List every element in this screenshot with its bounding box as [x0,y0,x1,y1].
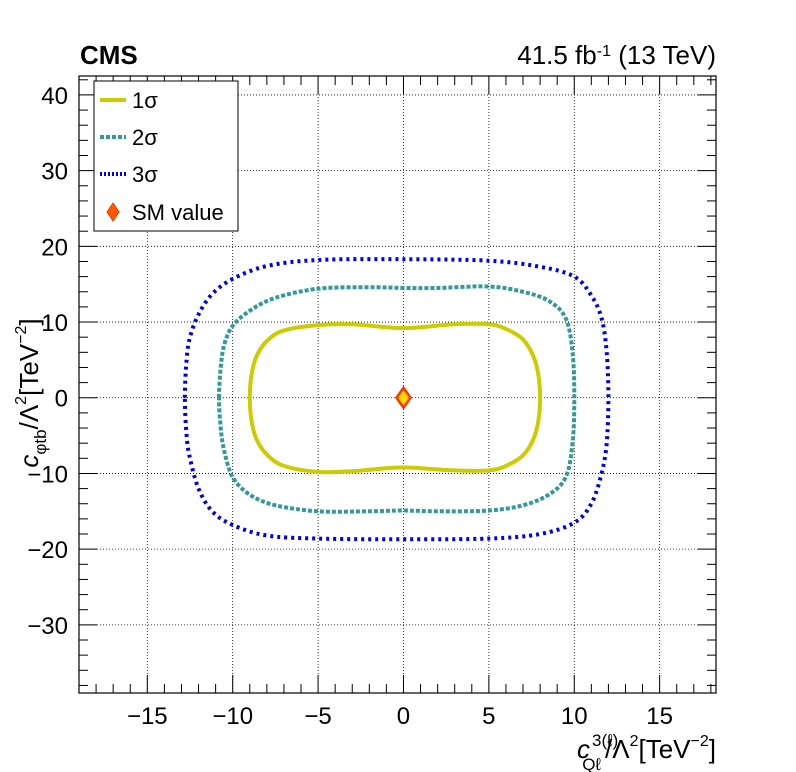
y-tick-label: −30 [27,613,68,640]
experiment-label: CMS [80,40,138,70]
x-tick-label: −10 [212,703,253,730]
x-tick-label: −15 [127,703,168,730]
contour-series [182,257,611,542]
legend-label-3sigma: 3σ [132,162,158,187]
legend-box [93,80,239,232]
plot-frame [78,75,717,694]
sm-marker-group [394,385,413,410]
x-tick-label: 10 [561,703,588,730]
y-tick-label: 40 [41,83,68,110]
y-tick-label: 0 [55,386,68,413]
legend-label-2sigma: 2σ [132,125,158,150]
axis-ticks [78,76,716,693]
luminosity-label: 41.5 fb-1 (13 TeV) [517,40,716,70]
y-tick-labels: −30 −20 −10 0 10 20 30 40 [27,83,68,640]
x-tick-label: 5 [482,703,495,730]
x-tick-label: 15 [646,703,673,730]
legend-label-1sigma: 1σ [132,88,158,113]
gridlines [79,76,716,693]
y-tick-label: 10 [41,310,68,337]
y-tick-label: −20 [27,537,68,564]
y-tick-label: 20 [41,234,68,261]
x-axis-title: c 3(ℓ) Qℓ/Λ2[TeV−2] [577,731,716,772]
legend-label-sm: SM value [132,200,224,225]
y-tick-label: 30 [41,159,68,186]
contour-2sigma [217,284,577,514]
sm-value-marker [394,385,413,410]
contour-1sigma [247,321,543,475]
legend-swatch-sm [106,202,120,222]
x-tick-labels: −15 −10 −5 0 5 10 15 [127,703,673,730]
y-tick-label: −10 [27,461,68,488]
x-tick-label: 0 [397,703,410,730]
legend: 1σ 2σ 3σ SM value [93,80,239,232]
y-axis-title: cφtb/Λ2[TeV−2] [13,318,50,467]
x-tick-label: −5 [304,703,331,730]
